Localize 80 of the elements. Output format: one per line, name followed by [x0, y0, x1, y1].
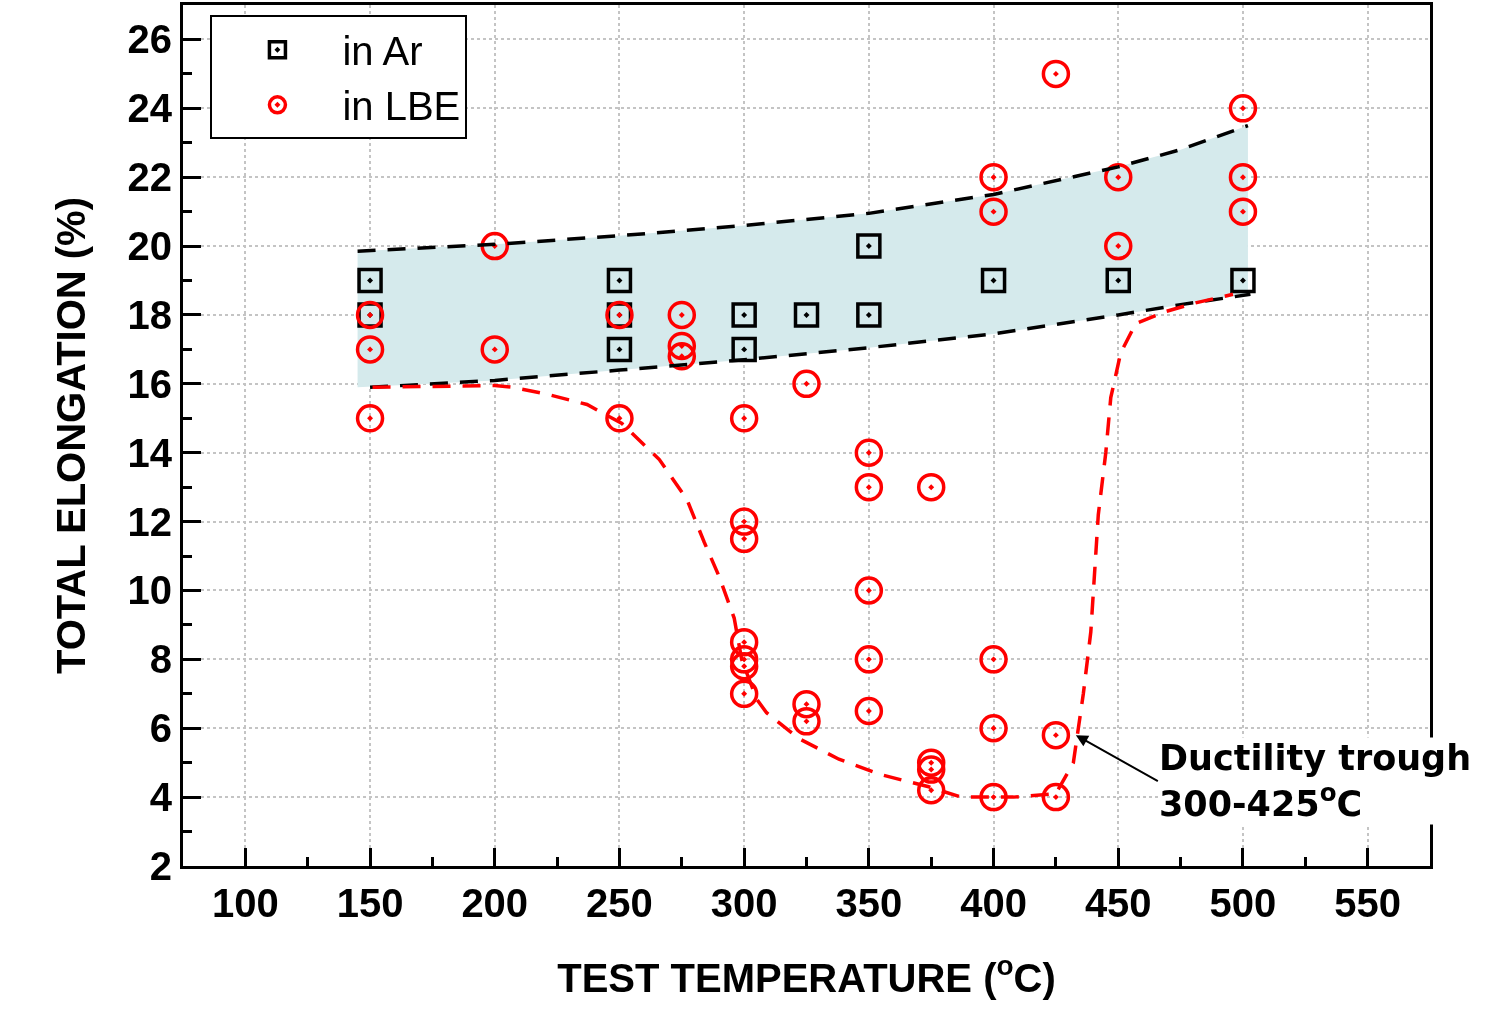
point [1104, 162, 1133, 192]
point [1104, 231, 1133, 261]
x-axis-title: TEST TEMPERATURE ($^{o}$C) [557, 949, 1056, 1000]
y-tick-label: 24 [127, 86, 173, 131]
point [480, 335, 509, 364]
point [1041, 720, 1071, 750]
x-tick-label: 200 [461, 881, 529, 925]
point [1041, 59, 1071, 89]
point [854, 696, 884, 726]
point [731, 302, 757, 328]
point [357, 267, 383, 294]
x-tick-label: 450 [1084, 881, 1152, 925]
x-tick-label: 400 [960, 881, 1027, 925]
point [916, 755, 946, 784]
point [793, 302, 820, 328]
point [856, 302, 882, 328]
y-tick-label: 26 [127, 17, 172, 62]
y-tick-label: 22 [127, 155, 172, 200]
point [606, 336, 633, 363]
point [480, 231, 509, 261]
legend-label: in Ar [342, 29, 423, 74]
point [729, 524, 759, 554]
y-tick-label: 6 [149, 706, 172, 751]
point [979, 713, 1008, 743]
line-series [355, 123, 1250, 253]
point [854, 645, 884, 674]
legend-label: in LBE [342, 84, 461, 129]
point [979, 197, 1008, 226]
point [667, 342, 697, 371]
point [667, 331, 697, 361]
x-tick-label: 500 [1209, 881, 1277, 925]
y-tick-label: 4 [149, 775, 173, 820]
y-tick-label: 12 [127, 499, 172, 544]
point [729, 679, 759, 709]
point [729, 645, 759, 674]
x-tick-label: 250 [586, 881, 653, 925]
x-tick-label: 350 [835, 881, 903, 925]
y-tick-label: 14 [127, 430, 173, 475]
point [792, 689, 821, 719]
point [916, 472, 946, 502]
point [979, 645, 1008, 674]
y-tick-label: 16 [127, 361, 172, 406]
point [729, 627, 759, 657]
point [1041, 782, 1071, 812]
point [854, 438, 884, 467]
point [731, 336, 757, 363]
annotation: Ductility trough 300-425$^{o}$C [1159, 738, 1472, 824]
point [916, 748, 946, 777]
point [979, 162, 1008, 192]
y-tick-label: 2 [149, 844, 172, 888]
x-tick-label: 100 [211, 881, 279, 925]
point [1228, 197, 1258, 226]
y-tick-label: 20 [127, 224, 172, 269]
point [1230, 267, 1256, 294]
y-tick-label: 8 [149, 637, 172, 682]
x-tick-label: 300 [710, 881, 778, 925]
point [856, 233, 882, 259]
point [1105, 267, 1131, 294]
x-tick-label: 550 [1334, 881, 1402, 925]
point [980, 267, 1007, 294]
point [606, 267, 633, 294]
x-tick-label: 150 [336, 881, 404, 925]
point [854, 576, 884, 605]
point [792, 369, 821, 399]
point [729, 507, 759, 536]
point [916, 775, 946, 805]
point [355, 404, 385, 433]
point [605, 404, 634, 433]
point [1228, 94, 1258, 123]
point [729, 404, 759, 433]
point [854, 472, 884, 502]
point [979, 782, 1008, 812]
point [729, 652, 759, 681]
y-tick-label: 10 [127, 568, 172, 613]
point [355, 335, 385, 364]
y-tick-label: 18 [127, 292, 172, 337]
point [792, 707, 821, 736]
point [667, 300, 697, 330]
y-axis-title: TOTAL ELONGATION (%) [49, 196, 93, 675]
point [1228, 162, 1258, 192]
